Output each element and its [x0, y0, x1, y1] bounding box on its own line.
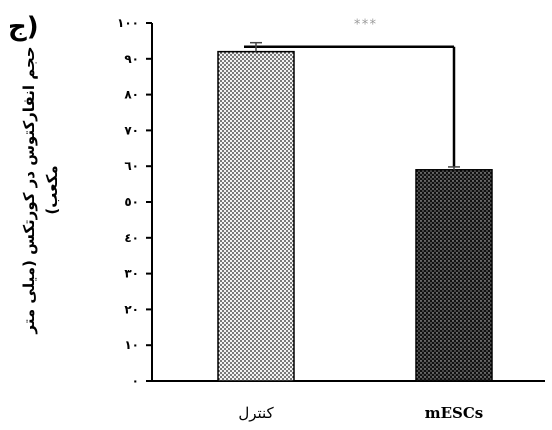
significance-label: ***	[353, 18, 376, 33]
bar-1	[217, 50, 295, 382]
y-tick-label: ١٠	[124, 338, 139, 352]
y-tick-label: ٨٠	[124, 88, 139, 102]
y-tick-label: ٣٠	[124, 267, 139, 281]
y-tick-label: ٥٠	[124, 195, 139, 209]
y-tick-label: ٤٠	[124, 231, 139, 245]
y-tick-label: ٩٠	[124, 52, 139, 66]
bar-2	[415, 169, 493, 382]
y-tick-label: ٦٠	[124, 159, 139, 173]
y-tick-label: ٠	[132, 374, 139, 388]
category-label-2: mESCs	[425, 404, 484, 422]
panel-label: (ج	[8, 12, 39, 42]
y-tick-label: ٧٠	[124, 123, 139, 137]
y-tick-label: ٢٠	[124, 302, 139, 316]
category-label-1: کنترل	[238, 404, 274, 422]
bars-group	[217, 41, 493, 382]
y-tick-label: ١٠٠	[117, 16, 139, 30]
labels-group: ٠ ١٠ ٢٠ ٣٠ ٤٠ ٥٠ ٦٠ ٧٠ ٨٠ ٩٠ ١٠٠ کنترل mESCs ***	[117, 16, 483, 422]
